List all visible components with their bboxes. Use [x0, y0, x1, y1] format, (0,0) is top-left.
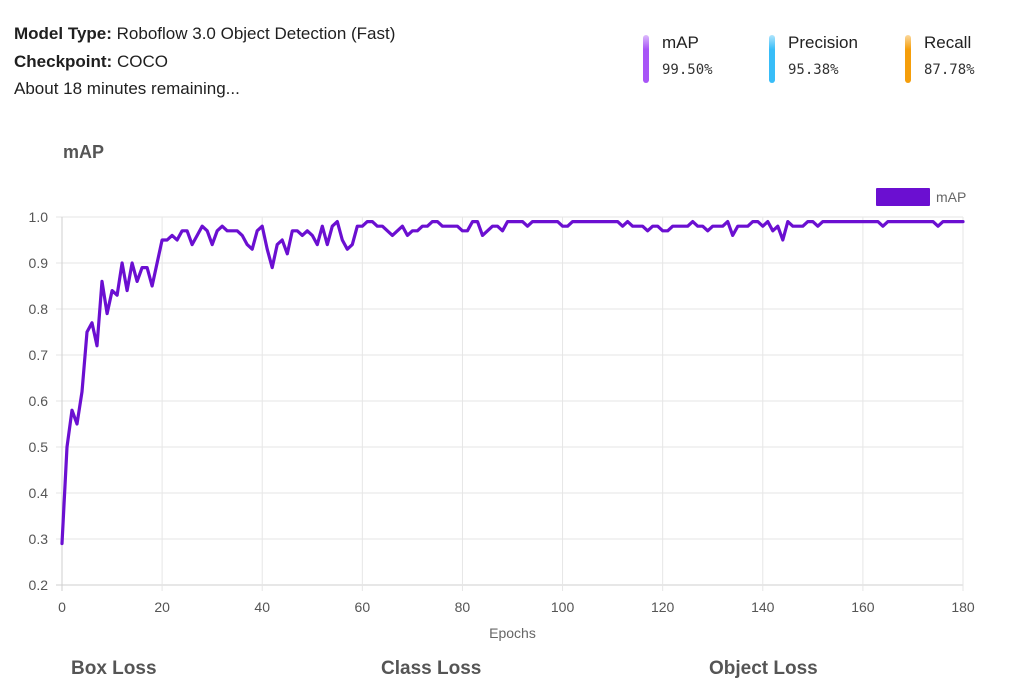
- checkpoint-row: Checkpoint: COCO: [14, 48, 395, 76]
- metric-map-value: 99.50%: [662, 62, 713, 78]
- y-tick-label: 0.4: [29, 485, 49, 501]
- x-tick-label: 100: [551, 599, 575, 615]
- training-info: Model Type: Roboflow 3.0 Object Detectio…: [14, 20, 395, 103]
- y-tick-label: 0.2: [29, 577, 49, 593]
- x-axis-label: Epochs: [489, 625, 536, 641]
- checkpoint-value: COCO: [116, 51, 168, 71]
- map-line-chart: 0.2 0.3 0.4 0.5 0.6 0.7 0.8 0.9 1.0 0 20 40 60 80 100 1…: [29, 188, 975, 641]
- x-tick-label: 120: [651, 599, 675, 615]
- metric-recall-label: Recall: [924, 33, 972, 52]
- metric-precision-value: 95.38%: [788, 62, 839, 78]
- model-type-value: Roboflow 3.0 Object Detection (Fast): [116, 24, 396, 43]
- object-loss-title: Object Loss: [709, 658, 818, 679]
- legend-swatch-map: [876, 188, 930, 206]
- box-loss-title: Box Loss: [71, 658, 157, 679]
- class-loss-title: Class Loss: [381, 658, 482, 679]
- model-type-row: Model Type: Roboflow 3.0 Object Detectio…: [14, 20, 395, 48]
- chart-title: mAP: [63, 142, 105, 162]
- x-tick-label: 60: [355, 599, 371, 615]
- x-tick-label: 80: [455, 599, 471, 615]
- x-tick-label: 160: [851, 599, 875, 615]
- y-tick-label: 0.6: [29, 393, 49, 409]
- x-tick-label: 20: [154, 599, 170, 615]
- x-tick-label: 140: [751, 599, 775, 615]
- x-tick-label: 0: [58, 599, 66, 615]
- y-tick-label: 0.8: [29, 301, 49, 317]
- metric-map-label: mAP: [662, 33, 699, 52]
- y-tick-label: 1.0: [29, 209, 49, 225]
- y-tick-label: 0.7: [29, 347, 49, 363]
- metric-precision-bar: [769, 35, 775, 83]
- model-type-label: Model Type:: [14, 24, 112, 43]
- time-remaining: About 18 minutes remaining...: [14, 79, 240, 98]
- x-tick-label: 180: [951, 599, 975, 615]
- y-tick-label: 0.3: [29, 531, 49, 547]
- legend-label-map: mAP: [936, 189, 966, 205]
- checkpoint-label: Checkpoint:: [14, 51, 113, 71]
- y-tick-label: 0.9: [29, 255, 49, 271]
- y-tick-label: 0.5: [29, 439, 49, 455]
- x-tick-label: 40: [254, 599, 270, 615]
- metric-recall-bar: [905, 35, 911, 83]
- metric-recall-value: 87.78%: [924, 62, 975, 78]
- metric-map-bar: [643, 35, 649, 83]
- map-series-line: [60, 219, 965, 546]
- metric-precision-label: Precision: [788, 33, 858, 52]
